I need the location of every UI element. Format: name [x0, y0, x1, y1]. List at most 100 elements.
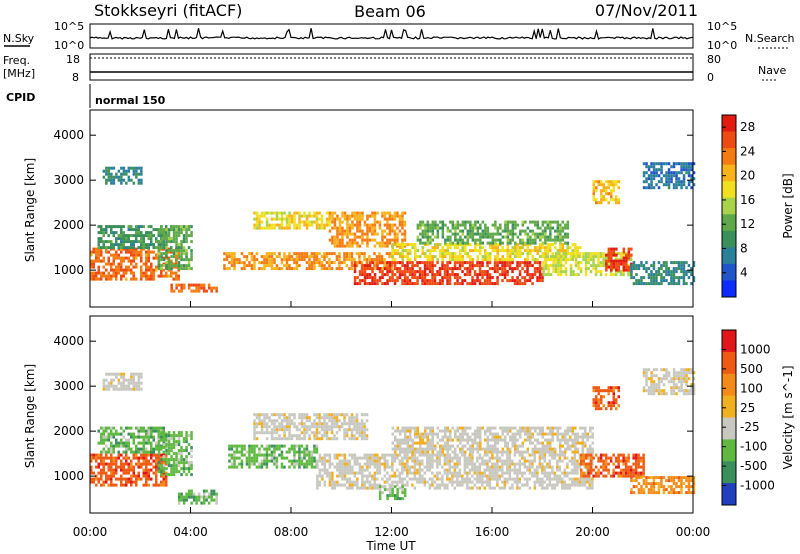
echo-cell: [548, 471, 552, 475]
echo-cell: [145, 480, 148, 484]
echo-cell: [278, 425, 281, 429]
echo-cell: [348, 453, 352, 457]
echo-cell: [428, 453, 432, 457]
echo-cell: [368, 483, 372, 487]
echo-cell: [165, 274, 168, 278]
echo-cell: [506, 229, 510, 233]
echo-cell: [132, 271, 135, 275]
echo-cell: [92, 471, 95, 475]
echo-cell: [534, 258, 537, 262]
echo-cell: [313, 211, 316, 215]
echo-cell: [488, 486, 492, 490]
echo-cell: [225, 258, 229, 262]
echo-cell: [620, 259, 623, 263]
echo-cell: [167, 261, 171, 265]
echo-cell: [524, 241, 527, 245]
echo-cell: [411, 456, 414, 460]
echo-cell: [481, 232, 485, 236]
echo-cell: [107, 483, 110, 487]
echo-cell: [140, 462, 143, 466]
echo-cell: [331, 211, 334, 215]
echo-cell: [278, 211, 281, 215]
echo-cell: [310, 264, 314, 268]
echo-cell: [265, 428, 269, 432]
echo-cell: [506, 226, 510, 230]
echo-cell: [573, 480, 577, 484]
echo-cell: [518, 270, 522, 274]
echo-cell: [207, 495, 211, 499]
echo-cell: [441, 267, 444, 271]
echo-cell: [268, 431, 271, 435]
echo-cell: [376, 456, 379, 460]
echo-cell: [650, 273, 653, 277]
echo-cell: [600, 192, 603, 196]
echo-cell: [478, 282, 482, 286]
echo-cell: [403, 270, 407, 274]
echo-cell: [421, 252, 424, 256]
echo-cell: [433, 453, 437, 457]
echo-cell: [263, 459, 266, 463]
echo-cell: [142, 471, 145, 475]
echo-cell: [97, 271, 100, 275]
echo-cell: [423, 273, 427, 277]
echo-cell: [610, 262, 613, 266]
echo-cell: [275, 217, 279, 221]
echo-cell: [488, 279, 492, 283]
echo-cell: [592, 183, 595, 187]
echo-cell: [190, 495, 193, 499]
echo-cell: [175, 225, 178, 229]
echo-cell: [393, 279, 397, 283]
echo-cell: [536, 235, 540, 239]
echo-cell: [140, 435, 143, 439]
echo-cell: [185, 234, 188, 238]
echo-cell: [685, 168, 688, 172]
echo-cell: [401, 462, 404, 466]
echo-cell: [343, 459, 347, 463]
echo-cell: [381, 229, 384, 233]
echo-cell: [660, 180, 663, 184]
echo-cell: [531, 276, 534, 280]
echo-cell: [650, 165, 653, 169]
echo-cell: [413, 465, 417, 469]
echo-cell: [690, 273, 693, 277]
echo-cell: [190, 267, 193, 271]
echo-cell: [506, 241, 510, 245]
echo-cell: [333, 425, 336, 429]
echo-cell: [393, 453, 397, 457]
echo-cell: [112, 271, 115, 275]
echo-cell: [122, 435, 125, 439]
echo-cell: [511, 223, 515, 227]
echo-cell: [165, 477, 168, 481]
echo-cell: [318, 480, 322, 484]
echo-cell: [348, 459, 352, 463]
echo-cell: [90, 468, 93, 472]
echo-cell: [589, 255, 593, 259]
echo-cell: [577, 273, 580, 277]
echo-cell: [318, 459, 322, 463]
echo-cell: [273, 447, 276, 451]
echo-cell: [381, 270, 384, 274]
echo-cell: [273, 226, 276, 230]
echo-cell: [366, 229, 369, 233]
echo-cell: [399, 243, 402, 247]
echo-cell: [175, 240, 178, 244]
echo-cell: [579, 255, 582, 259]
echo-cell: [333, 241, 337, 245]
echo-cell: [167, 464, 171, 468]
echo-cell: [521, 241, 525, 245]
echo-cell: [431, 258, 434, 262]
echo-cell: [657, 282, 661, 286]
echo-cell: [380, 267, 384, 271]
echo-cell: [215, 492, 218, 496]
echo-cell: [167, 249, 171, 253]
echo-cell: [615, 183, 618, 187]
echo-cell: [391, 273, 394, 277]
echo-cell: [177, 461, 181, 465]
echo-cell: [523, 264, 527, 268]
echo-cell: [288, 214, 291, 218]
echo-cell: [548, 462, 552, 466]
echo-cell: [353, 258, 356, 262]
echo-cell: [592, 192, 595, 196]
echo-cell: [135, 426, 138, 430]
